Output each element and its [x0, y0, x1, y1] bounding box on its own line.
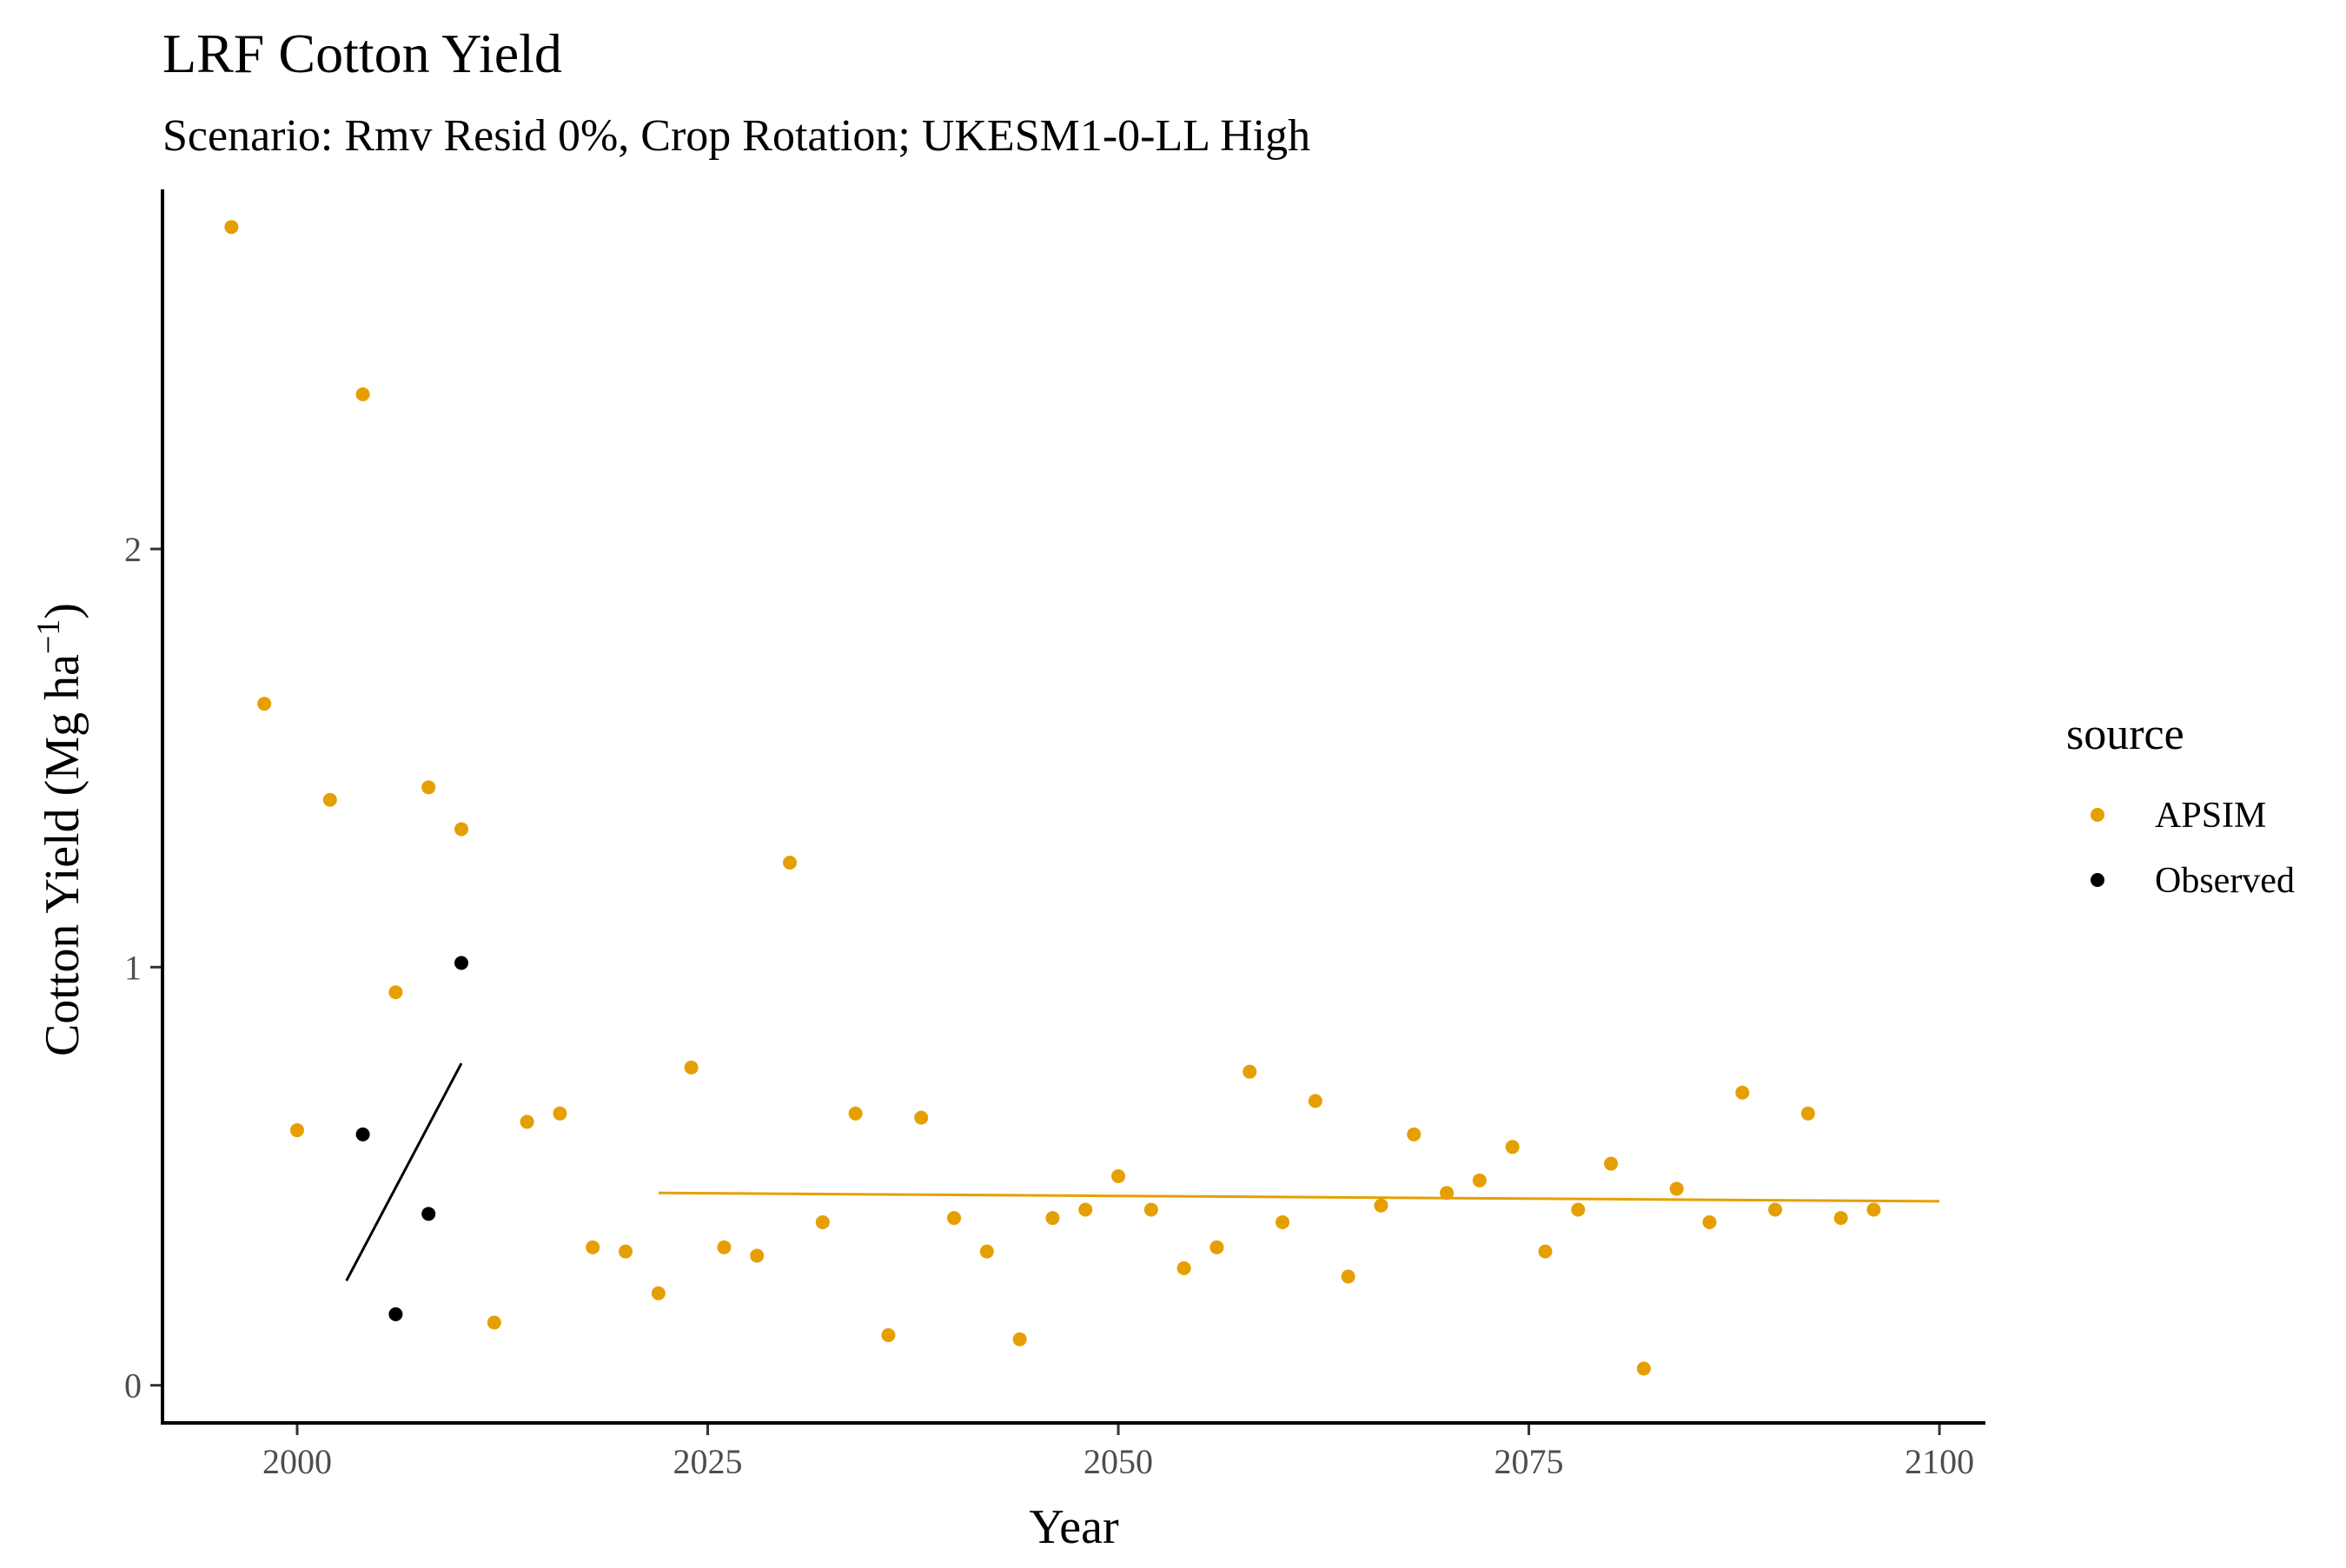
- legend-entries: APSIM Observed: [2091, 796, 2295, 901]
- data-point-apsim: [783, 855, 798, 870]
- legend-key-apsim: [2091, 808, 2104, 822]
- chart-title: LRF Cotton Yield: [162, 23, 562, 84]
- data-point-apsim: [848, 1106, 863, 1121]
- data-point-apsim: [1407, 1127, 1422, 1141]
- data-point-observed: [355, 1127, 370, 1141]
- data-point-apsim: [914, 1110, 929, 1125]
- legend: source APSIM Observed: [2066, 710, 2295, 901]
- y-tick-label: 2: [124, 530, 142, 569]
- trend-line-apsim: [658, 1191, 1940, 1203]
- data-point-apsim: [947, 1211, 962, 1226]
- data-point-apsim: [750, 1248, 765, 1263]
- data-point-apsim: [454, 822, 468, 837]
- data-point-apsim: [1800, 1106, 1815, 1121]
- data-point-apsim: [1702, 1214, 1717, 1229]
- y-axis-title: Cotton Yield (Mg ha−1): [30, 603, 89, 1056]
- data-point-apsim: [684, 1060, 699, 1075]
- data-point-apsim: [1111, 1169, 1126, 1183]
- data-point-apsim: [1604, 1156, 1619, 1171]
- data-point-apsim: [881, 1327, 896, 1342]
- data-point-apsim: [553, 1106, 567, 1121]
- x-tick-label: 2100: [1905, 1442, 1974, 1481]
- data-point-apsim: [1078, 1202, 1093, 1217]
- legend-label-observed: Observed: [2155, 861, 2295, 901]
- data-point-apsim: [1735, 1085, 1750, 1100]
- data-point-apsim: [1472, 1173, 1487, 1188]
- data-point-apsim: [520, 1115, 534, 1129]
- data-point-apsim: [651, 1286, 666, 1300]
- data-point-apsim: [979, 1244, 994, 1259]
- data-point-apsim: [815, 1214, 830, 1229]
- x-tick-label: 2000: [262, 1442, 332, 1481]
- data-point-apsim: [1669, 1181, 1684, 1196]
- data-point-apsim: [487, 1315, 501, 1330]
- data-point-observed: [388, 1307, 403, 1321]
- data-point-apsim: [289, 1123, 304, 1138]
- data-point-apsim: [1045, 1211, 1060, 1226]
- data-point-apsim: [1440, 1186, 1455, 1201]
- data-point-apsim: [421, 780, 436, 795]
- legend-key-observed: [2091, 873, 2104, 887]
- trend-line-observed: [345, 1062, 463, 1282]
- data-point-apsim: [586, 1240, 600, 1254]
- data-point-apsim: [619, 1244, 633, 1259]
- data-point-apsim: [1833, 1211, 1848, 1226]
- plot-area: [224, 220, 1940, 1376]
- data-point-apsim: [1341, 1269, 1355, 1284]
- data-point-apsim: [224, 220, 239, 235]
- data-point-apsim: [1143, 1202, 1158, 1217]
- legend-label-apsim: APSIM: [2155, 796, 2266, 836]
- data-point-apsim: [1571, 1202, 1586, 1217]
- data-point-apsim: [717, 1240, 732, 1254]
- data-point-observed: [421, 1207, 436, 1221]
- chart-subtitle: Scenario: Rmv Resid 0%, Crop Rotation; U…: [162, 111, 1310, 161]
- data-point-apsim: [1768, 1202, 1783, 1217]
- data-point-apsim: [355, 387, 370, 401]
- data-point-apsim: [1374, 1198, 1388, 1213]
- x-axis-title: Year: [1029, 1500, 1119, 1554]
- series-observed: [345, 956, 468, 1321]
- y-axis-title-main: Cotton Yield (Mg ha: [36, 654, 89, 1056]
- x-tick-label: 2075: [1494, 1442, 1564, 1481]
- data-point-apsim: [1012, 1332, 1027, 1346]
- x-tick-label: 2050: [1084, 1442, 1153, 1481]
- data-point-apsim: [1243, 1064, 1257, 1079]
- x-tick-label: 2025: [673, 1442, 743, 1481]
- data-point-apsim: [1209, 1240, 1224, 1254]
- y-axis-title-close: ): [36, 603, 89, 619]
- series-apsim: [224, 220, 1940, 1376]
- y-tick-label: 1: [124, 948, 142, 987]
- data-point-apsim: [1176, 1260, 1191, 1275]
- legend-title: source: [2066, 710, 2184, 759]
- data-point-observed: [454, 956, 468, 970]
- data-point-apsim: [1308, 1094, 1322, 1108]
- data-point-apsim: [1505, 1140, 1520, 1154]
- x-ticks: 2000 2025 2050 2075 2100: [262, 1425, 1974, 1481]
- data-point-apsim: [1276, 1214, 1290, 1229]
- data-point-apsim: [1636, 1361, 1651, 1376]
- data-point-apsim: [322, 792, 337, 807]
- data-point-apsim: [388, 985, 403, 1000]
- y-axis-title-superscript: −1: [30, 619, 67, 654]
- y-ticks: 0 1 2: [124, 530, 161, 1406]
- data-point-apsim: [1538, 1244, 1553, 1259]
- data-point-apsim: [1866, 1202, 1881, 1217]
- y-tick-label: 0: [124, 1366, 142, 1406]
- data-point-apsim: [257, 697, 272, 711]
